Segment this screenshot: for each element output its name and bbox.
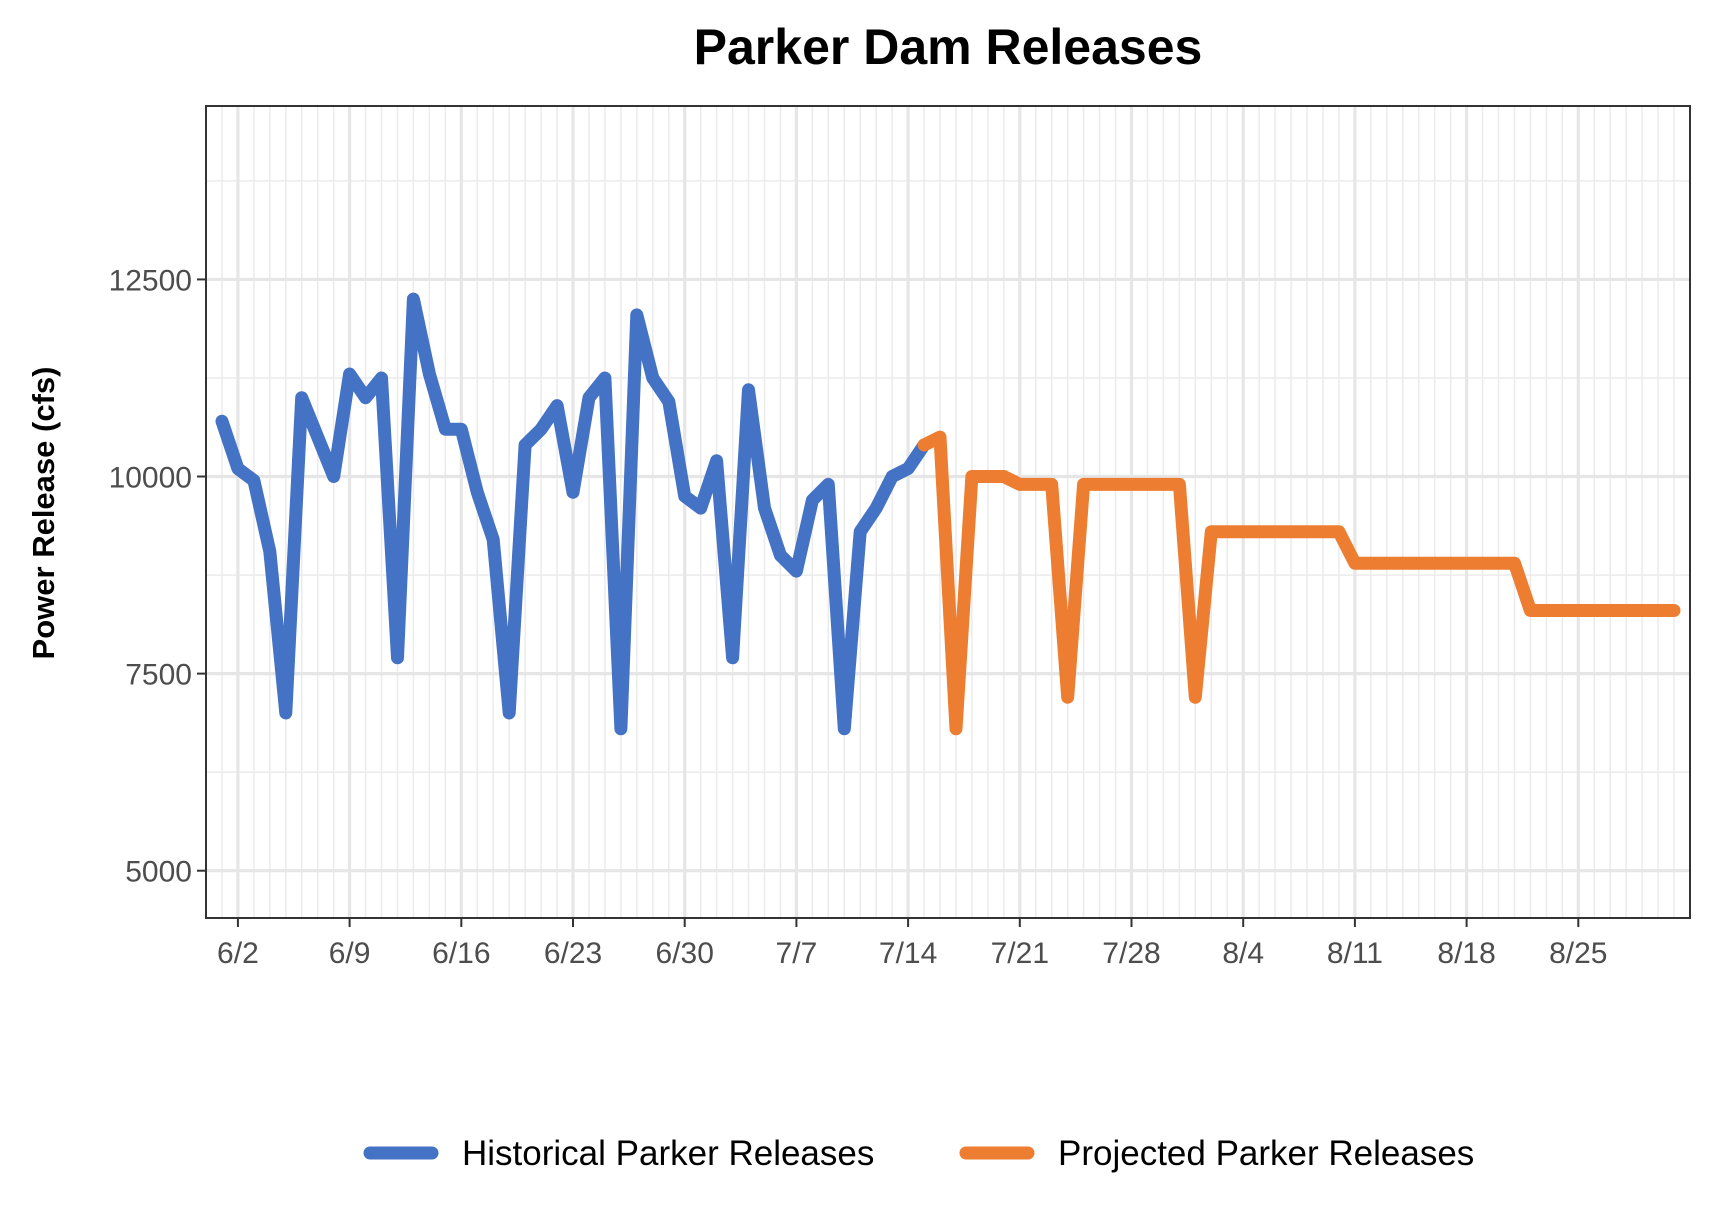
series-line-historical (215, 292, 931, 736)
y-axis-ticks: 5000 7500 10000 12500 (109, 264, 206, 889)
x-tick-label: 6/30 (656, 937, 714, 970)
y-tick-label: 7500 (125, 659, 192, 692)
grid-major-x (236, 106, 1580, 918)
x-tick-label: 6/23 (544, 937, 602, 970)
y-tick-label: 10000 (109, 462, 192, 495)
series-line-projected (917, 430, 1681, 736)
legend: Historical Parker Releases Projected Park… (363, 1134, 1474, 1173)
x-tick-label: 7/21 (991, 937, 1049, 970)
x-tick-label: 8/25 (1549, 937, 1607, 970)
chart-title: Parker Dam Releases (694, 19, 1203, 75)
x-tick-label: 7/14 (879, 937, 937, 970)
x-tick-label: 8/18 (1437, 937, 1495, 970)
x-tick-label: 6/9 (329, 937, 371, 970)
y-tick-label: 5000 (125, 856, 192, 889)
x-tick-label: 6/16 (432, 937, 490, 970)
grid-major-y (206, 277, 1690, 873)
y-axis-label: Power Release (cfs) (26, 367, 61, 660)
x-tick-label: 7/7 (776, 937, 818, 970)
x-tick-label: 8/11 (1327, 937, 1383, 970)
x-tick-label: 8/4 (1222, 937, 1264, 970)
legend-label-projected: Projected Parker Releases (1058, 1134, 1474, 1173)
x-tick-label: 6/2 (217, 937, 259, 970)
y-tick-label: 12500 (109, 264, 192, 297)
series-layer (215, 292, 1681, 736)
x-axis-ticks: 6/2 6/9 6/16 6/23 6/30 7/7 7/14 7/21 7/28 8/4 8/11… (217, 918, 1607, 970)
x-tick-label: 7/28 (1102, 937, 1160, 970)
plot-panel-border (205, 105, 1691, 919)
legend-label-historical: Historical Parker Releases (462, 1134, 874, 1173)
